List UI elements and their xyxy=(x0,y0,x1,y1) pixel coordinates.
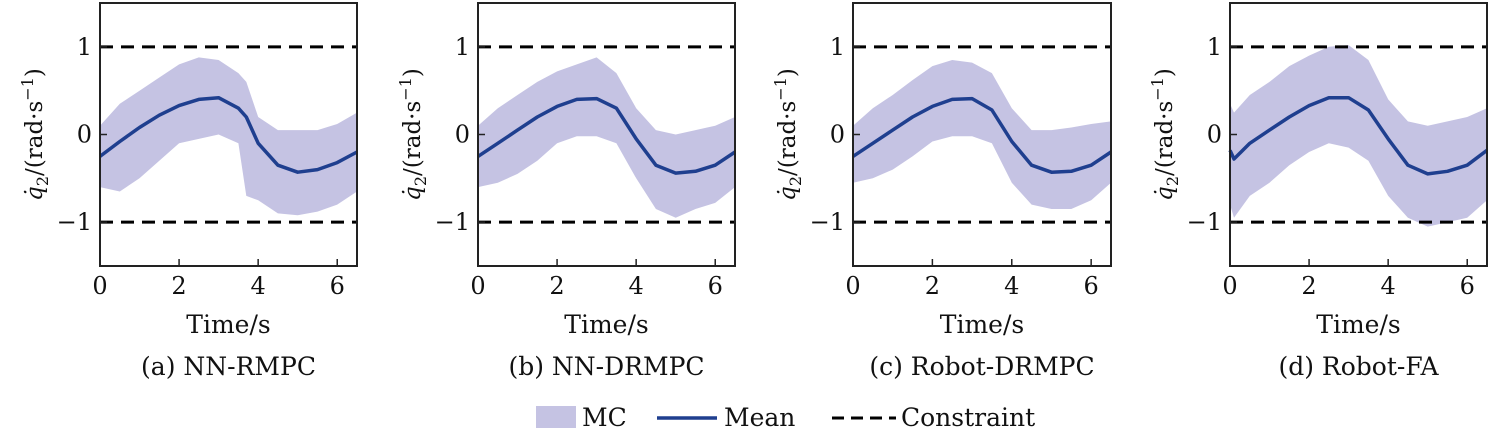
x-axis-label: Time/s xyxy=(186,310,270,339)
y-tick-label: 1 xyxy=(77,33,92,61)
x-tick-label: 0 xyxy=(92,272,107,300)
y-axis-label: q̇2/(rad·s−1) xyxy=(396,68,430,201)
y-axis-label: q̇2/(rad·s−1) xyxy=(1148,68,1182,201)
y-tick-label: 1 xyxy=(1207,33,1222,61)
x-tick-label: 6 xyxy=(1084,272,1099,300)
x-axis-label: Time/s xyxy=(564,310,648,339)
subplot-1: 0 2 4 6 −1 0 1 Time/s (a) NN-RMPC q̇2/(rad·s−1) xyxy=(18,2,358,381)
mc-band xyxy=(853,60,1111,209)
legend-mean-label: Mean xyxy=(724,403,795,432)
mean-line xyxy=(852,96,1112,174)
x-tick-label: 6 xyxy=(708,272,723,300)
x-tick-label: 0 xyxy=(470,272,485,300)
y-tick-label: 0 xyxy=(455,121,470,149)
legend-mc-swatch xyxy=(536,406,576,428)
y-tick-label: −1 xyxy=(57,208,92,236)
x-tick-label: 6 xyxy=(1460,272,1475,300)
subplot-2: 0 2 4 6 −1 0 1 Time/s (b) NN-DRMPC q̇2/(rad·s−1) xyxy=(396,2,736,381)
x-tick-label: 0 xyxy=(845,272,860,300)
x-axis-label: Time/s xyxy=(1316,310,1400,339)
y-tick-label: 0 xyxy=(1207,121,1222,149)
mean-line xyxy=(477,96,736,175)
subplot-caption: (a) NN-RMPC xyxy=(141,352,316,381)
x-tick-label: 4 xyxy=(251,272,266,300)
y-tick-label: −1 xyxy=(1187,208,1222,236)
x-tick-label: 6 xyxy=(330,272,345,300)
mc-band xyxy=(1230,45,1487,227)
legend-mc-label: MC xyxy=(582,403,627,432)
x-tick-label: 4 xyxy=(1381,272,1396,300)
y-tick-label: 1 xyxy=(830,33,845,61)
subplot-caption: (c) Robot-DRMPC xyxy=(869,352,1094,381)
subplot-caption: (d) Robot-FA xyxy=(1278,352,1439,381)
subplot-4: 0 2 4 6 −1 0 1 Time/s (d) Robot-FA q̇2/(rad·s−1) xyxy=(1148,2,1488,381)
y-tick-label: −1 xyxy=(810,208,845,236)
mean-line xyxy=(98,95,358,174)
x-axis-label: Time/s xyxy=(940,310,1024,339)
mean-line xyxy=(1228,95,1488,176)
y-tick-label: 0 xyxy=(77,121,92,149)
x-tick-label: 2 xyxy=(171,272,186,300)
y-axis-label: q̇2/(rad·s−1) xyxy=(771,68,805,201)
x-tick-label: 4 xyxy=(629,272,644,300)
x-tick-label: 0 xyxy=(1222,272,1237,300)
y-axis-label: q̇2/(rad·s−1) xyxy=(18,68,52,201)
subplot-3: 0 2 4 6 −1 0 1 Time/s (c) Robot-DRMPC q̇2/(rad·s−… xyxy=(771,2,1112,381)
mc-band xyxy=(100,57,357,216)
y-tick-label: 0 xyxy=(830,121,845,149)
x-tick-label: 2 xyxy=(549,272,564,300)
legend: MC Mean Constraint xyxy=(536,403,1035,432)
subplot-caption: (b) NN-DRMPC xyxy=(508,352,704,381)
y-tick-label: 1 xyxy=(455,33,470,61)
x-tick-label: 2 xyxy=(1301,272,1316,300)
x-tick-label: 2 xyxy=(925,272,940,300)
y-tick-label: −1 xyxy=(435,208,470,236)
legend-constraint-label: Constraint xyxy=(901,403,1035,432)
mc-band xyxy=(478,57,735,218)
x-tick-label: 4 xyxy=(1004,272,1019,300)
